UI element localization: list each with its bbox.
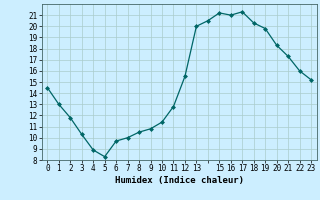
X-axis label: Humidex (Indice chaleur): Humidex (Indice chaleur) <box>115 176 244 185</box>
